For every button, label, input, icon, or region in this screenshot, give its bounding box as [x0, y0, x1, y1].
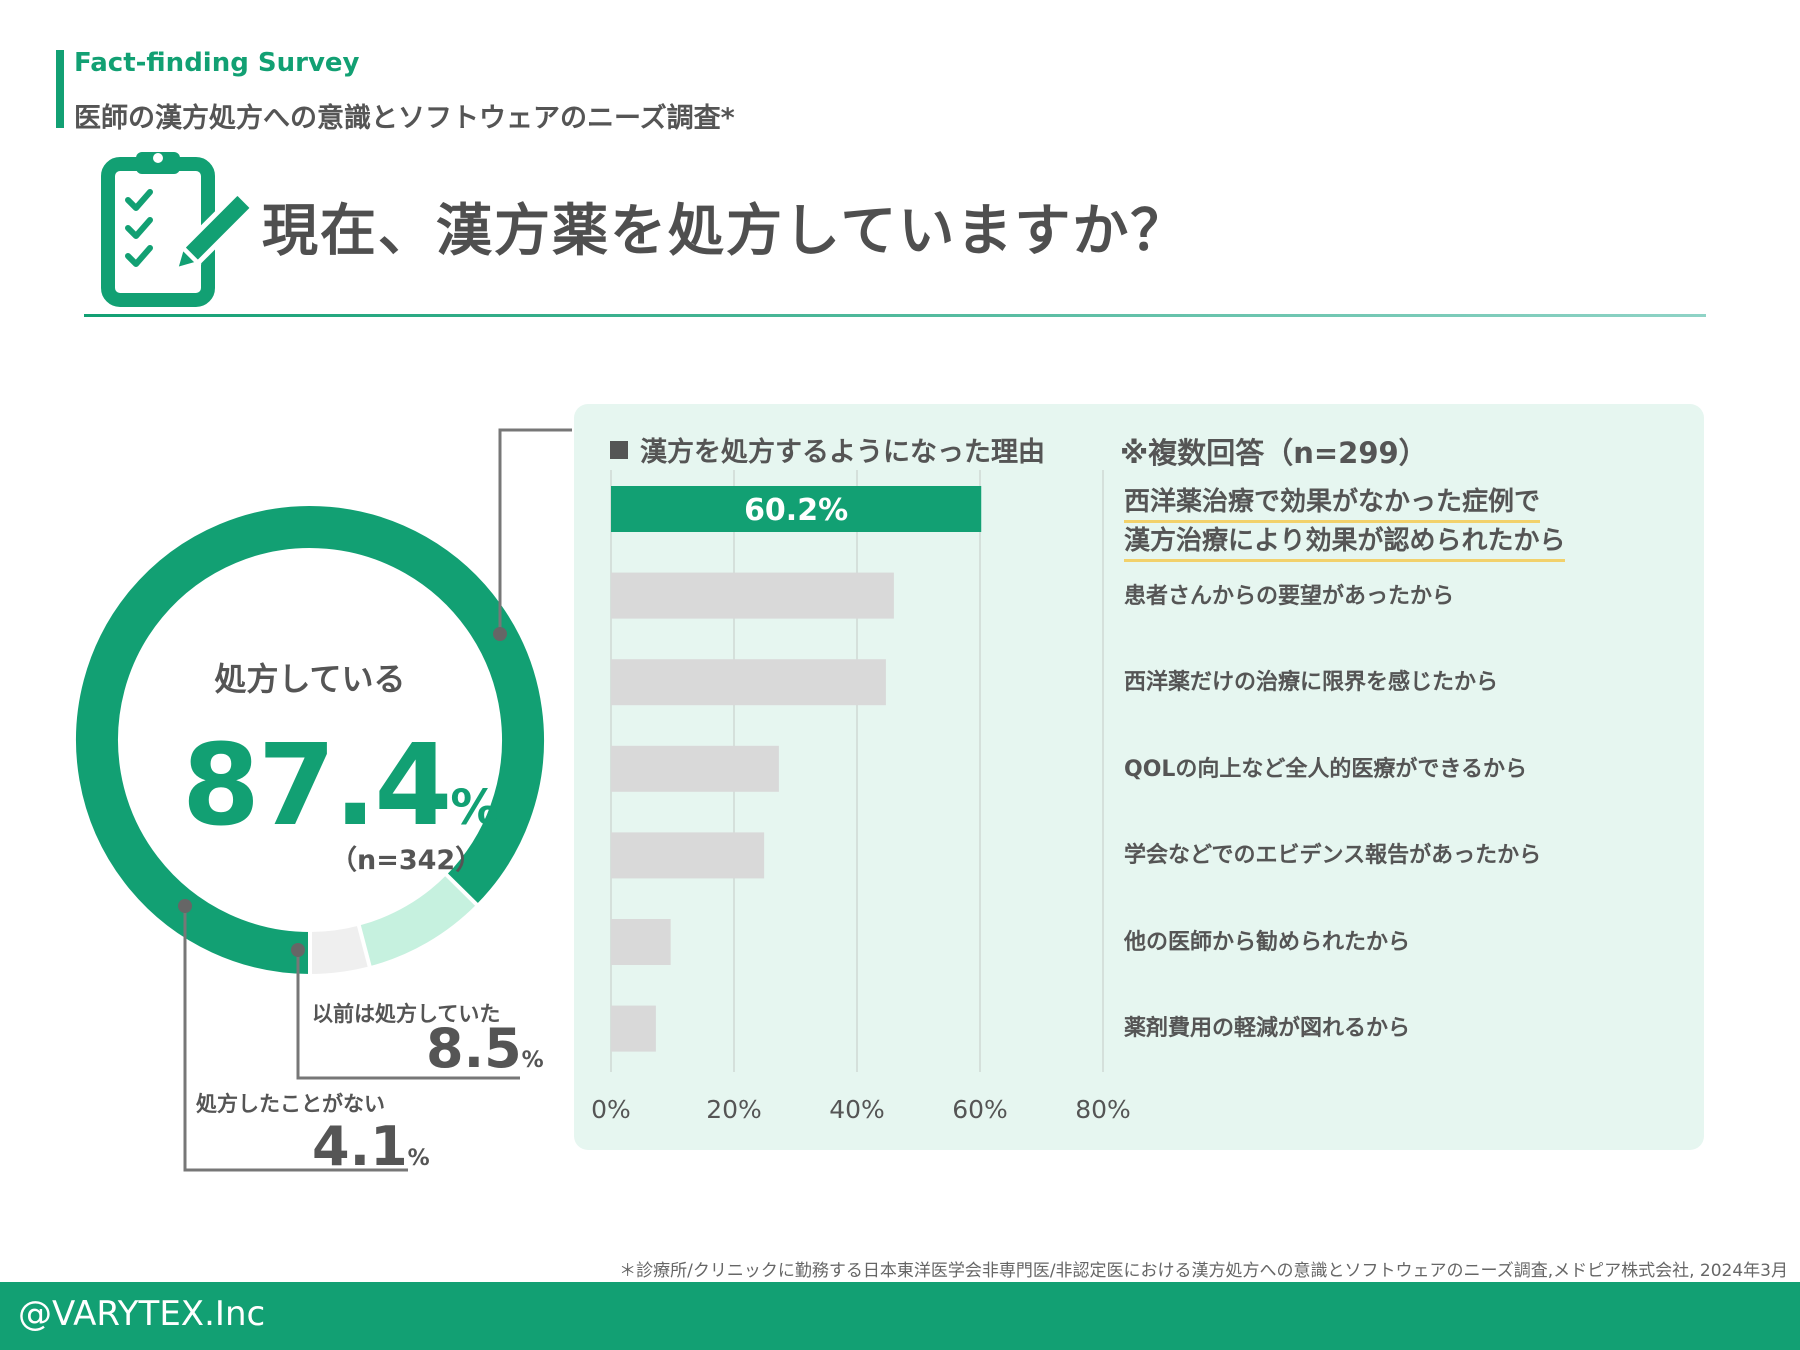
- reason-label-7: 薬剤費用の軽減が図れるから: [1124, 1016, 1411, 1041]
- never-value-number: 4.1: [312, 1115, 408, 1178]
- never-value-unit: %: [407, 1146, 430, 1171]
- eyebrow-label: Fact-finding Survey: [74, 48, 360, 78]
- reason-label-4: QOLの向上など全人的医療ができるから: [1124, 757, 1527, 782]
- bar-marks: [611, 486, 982, 1052]
- reason-label-6: 他の医師から勧められたから: [1124, 930, 1411, 955]
- bar: [611, 659, 886, 706]
- reason-highlight-line1: 西洋薬治療で効果がなかった症例で: [1124, 484, 1541, 523]
- panel-title-text: 漢方を処方するようになった理由: [640, 437, 1045, 468]
- never-label: 処方したことがない: [196, 1092, 385, 1116]
- reason-label-2: 患者さんからの要望があったから: [1124, 584, 1455, 609]
- main-value-number: 87.4: [182, 721, 452, 851]
- slice-separator: [443, 872, 480, 908]
- prev-value: 8.5%: [426, 1022, 544, 1076]
- footer-credit: @VARYTEX.Inc: [18, 1294, 266, 1334]
- title-divider: [84, 314, 1706, 317]
- x-tick-label: 40%: [829, 1095, 885, 1124]
- bar: [611, 745, 779, 792]
- reason-highlight-line2: 漢方治療により効果が認められたから: [1124, 523, 1566, 562]
- reason-label-3: 西洋薬だけの治療に限界を感じたから: [1124, 670, 1499, 695]
- bar: [611, 832, 765, 879]
- donut-sample-size: （n=342）: [330, 845, 483, 876]
- x-tick-label: 0%: [591, 1095, 631, 1124]
- bar-highlight: [611, 486, 982, 532]
- never-value: 4.1%: [312, 1120, 430, 1174]
- prev-value-number: 8.5: [426, 1017, 522, 1080]
- prev-value-unit: %: [521, 1048, 544, 1073]
- bar: [611, 1005, 656, 1052]
- x-tick-label: 80%: [1075, 1095, 1131, 1124]
- source-footnote: ＊診療所/クリニックに勤務する日本東洋医学会非専門医/非認定医における漢方処方へ…: [619, 1261, 1788, 1281]
- donut-main-value: 87.4%: [182, 730, 498, 842]
- x-tick-label: 60%: [952, 1095, 1008, 1124]
- reason-highlight: 西洋薬治療で効果がなかった症例で 漢方治療により効果が認められたから: [1124, 484, 1566, 562]
- footer-bar: [0, 1282, 1800, 1350]
- panel-title: 漢方を処方するようになった理由: [610, 430, 1045, 469]
- x-tick-label: 20%: [706, 1095, 762, 1124]
- slice-prescribing: [76, 506, 544, 974]
- header-accent-bar: [56, 50, 64, 128]
- reason-label-5: 学会などでのエビデンス報告があったから: [1124, 843, 1542, 868]
- bar: [611, 919, 671, 965]
- page-title: 現在、漢方薬を処方していますか？: [262, 199, 1189, 264]
- bar: [611, 572, 894, 619]
- bar-ticks: 0% 20% 40% 60% 80%: [591, 1095, 1131, 1124]
- square-bullet-icon: [610, 441, 628, 459]
- donut-center-label: 処方している: [214, 660, 406, 698]
- bar-data-label: 60.2%: [744, 493, 848, 528]
- panel-note: ※複数回答（n=299）: [1120, 436, 1428, 470]
- clipboard-check-icon: [101, 152, 250, 307]
- survey-subtitle: 医師の漢方処方への意識とソフトウェアのニーズ調査*: [74, 103, 735, 134]
- prev-label: 以前は処方していた: [312, 1002, 501, 1026]
- main-value-unit: %: [450, 780, 498, 836]
